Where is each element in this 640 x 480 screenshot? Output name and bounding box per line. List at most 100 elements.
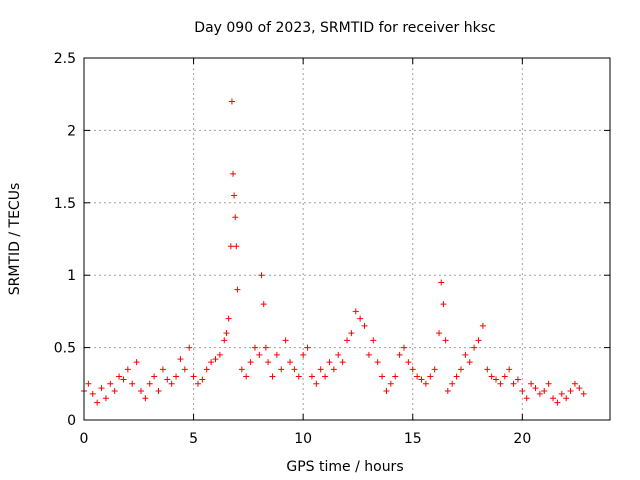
data-point bbox=[291, 366, 298, 373]
data-point bbox=[409, 366, 416, 373]
plot-frame bbox=[83, 57, 611, 421]
data-point bbox=[102, 395, 109, 402]
data-point bbox=[431, 366, 438, 373]
data-point bbox=[287, 359, 294, 366]
data-point bbox=[532, 385, 539, 392]
x-tick-label: 0 bbox=[80, 431, 89, 447]
data-point bbox=[471, 344, 478, 351]
x-tick-label: 20 bbox=[513, 431, 531, 447]
data-point bbox=[405, 359, 412, 366]
chart-title: Day 090 of 2023, SRMTID for receiver hks… bbox=[194, 20, 495, 36]
y-tick-label: 2 bbox=[67, 123, 76, 139]
data-point bbox=[107, 380, 114, 387]
data-point bbox=[262, 344, 269, 351]
data-point bbox=[225, 315, 232, 322]
x-axis-label: GPS time / hours bbox=[286, 459, 403, 475]
data-point bbox=[231, 192, 238, 199]
data-point bbox=[190, 373, 197, 380]
data-point bbox=[436, 330, 443, 337]
y-tick-label: 1.5 bbox=[54, 196, 76, 212]
data-point bbox=[576, 385, 583, 392]
y-axis-label: SRMTID / TECUs bbox=[7, 183, 23, 296]
data-point bbox=[457, 366, 464, 373]
data-point bbox=[554, 399, 561, 406]
data-point bbox=[580, 390, 587, 397]
data-point bbox=[400, 344, 407, 351]
y-tick-label: 1 bbox=[67, 268, 76, 284]
data-point bbox=[339, 359, 346, 366]
data-point bbox=[265, 359, 272, 366]
data-point bbox=[361, 322, 368, 329]
data-point bbox=[523, 395, 530, 402]
data-point bbox=[488, 373, 495, 380]
data-point bbox=[326, 359, 333, 366]
data-point bbox=[273, 351, 280, 358]
data-point bbox=[168, 380, 175, 387]
data-point bbox=[177, 356, 184, 363]
data-point bbox=[558, 390, 565, 397]
data-point bbox=[111, 388, 118, 395]
data-point bbox=[208, 359, 215, 366]
data-point bbox=[260, 301, 267, 308]
data-point bbox=[453, 373, 460, 380]
data-point bbox=[506, 366, 513, 373]
data-point bbox=[304, 344, 311, 351]
data-point bbox=[370, 337, 377, 344]
data-point bbox=[234, 286, 241, 293]
data-point bbox=[133, 359, 140, 366]
data-point bbox=[94, 399, 101, 406]
data-point bbox=[199, 376, 206, 383]
data-point bbox=[137, 388, 144, 395]
y-tick-label: 2.5 bbox=[54, 51, 76, 67]
data-point bbox=[194, 380, 201, 387]
data-point bbox=[335, 351, 342, 358]
data-point bbox=[510, 380, 517, 387]
data-point bbox=[493, 376, 500, 383]
data-point bbox=[223, 330, 230, 337]
data-point bbox=[300, 351, 307, 358]
data-point bbox=[227, 243, 234, 250]
data-point bbox=[164, 376, 171, 383]
data-point bbox=[383, 388, 390, 395]
data-point bbox=[545, 380, 552, 387]
data-point bbox=[186, 344, 193, 351]
data-point bbox=[528, 380, 535, 387]
data-point bbox=[221, 337, 228, 344]
y-tick-label: 0 bbox=[67, 413, 76, 429]
data-point bbox=[330, 366, 337, 373]
data-point bbox=[550, 395, 557, 402]
data-point bbox=[317, 366, 324, 373]
data-point bbox=[519, 388, 526, 395]
data-point bbox=[322, 373, 329, 380]
data-point bbox=[243, 373, 250, 380]
data-point bbox=[484, 366, 491, 373]
data-point bbox=[256, 351, 263, 358]
data-point bbox=[444, 388, 451, 395]
data-point bbox=[98, 385, 105, 392]
data-point bbox=[181, 366, 188, 373]
data-point bbox=[374, 359, 381, 366]
data-point bbox=[462, 351, 469, 358]
data-point bbox=[501, 373, 508, 380]
data-point bbox=[541, 388, 548, 395]
data-point bbox=[295, 373, 302, 380]
data-point bbox=[418, 376, 425, 383]
data-point bbox=[233, 243, 240, 250]
data-point bbox=[216, 351, 223, 358]
data-point bbox=[348, 330, 355, 337]
data-point bbox=[357, 315, 364, 322]
data-point bbox=[251, 344, 258, 351]
data-point bbox=[475, 337, 482, 344]
data-point bbox=[85, 380, 92, 387]
data-points bbox=[81, 98, 587, 406]
data-point bbox=[387, 380, 394, 387]
data-point bbox=[232, 214, 239, 221]
data-point bbox=[396, 351, 403, 358]
data-point bbox=[563, 395, 570, 402]
data-point bbox=[392, 373, 399, 380]
data-point bbox=[567, 388, 574, 395]
data-point bbox=[365, 351, 372, 358]
data-point bbox=[129, 380, 136, 387]
data-point bbox=[536, 390, 543, 397]
